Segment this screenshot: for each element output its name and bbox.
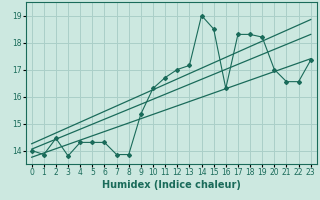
X-axis label: Humidex (Indice chaleur): Humidex (Indice chaleur) bbox=[102, 180, 241, 190]
